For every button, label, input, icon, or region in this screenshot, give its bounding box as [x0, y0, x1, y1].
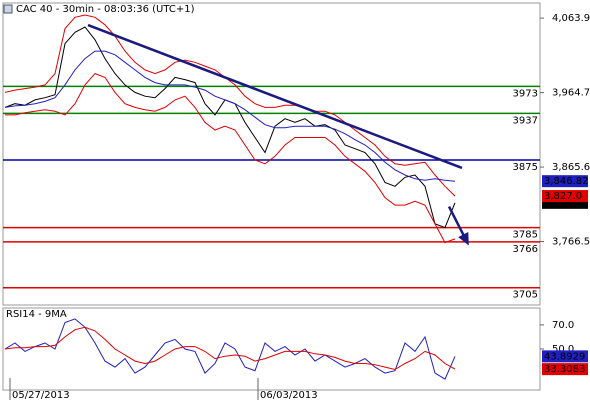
chart-icon: [3, 4, 13, 14]
level-label: 3705: [513, 290, 538, 301]
y-tick-label: 50.0: [552, 344, 574, 355]
last-value-label: 3,818: [544, 198, 573, 209]
series-line: [4, 50, 456, 182]
last-value-box: [542, 350, 588, 363]
last-value-label: 43.8929: [544, 351, 585, 362]
last-value-box: [542, 190, 588, 203]
series-line: [4, 326, 456, 371]
y-tick-label: 3,766.5: [552, 237, 590, 248]
series-line: [4, 14, 456, 197]
x-tick-label: 06/03/2013: [260, 390, 318, 400]
y-tick-label: 4,063.9: [552, 13, 590, 24]
price-panel: [2, 2, 541, 306]
series-line: [5, 73, 456, 244]
y-tick-label: 70.0: [552, 320, 574, 331]
series-line: [4, 318, 456, 380]
last-value-box: [542, 175, 588, 188]
level-label: 3973: [513, 88, 538, 99]
last-value-label: 3,846.82: [544, 176, 589, 187]
level-label: 3785: [513, 230, 538, 241]
level-label: 3875: [513, 162, 538, 173]
level-label: 3766: [513, 244, 538, 255]
trendline: [87, 23, 463, 170]
arrow-head: [458, 231, 469, 246]
y-tick-label: 3,964.7: [552, 88, 590, 99]
last-value-label: 33.3083: [544, 364, 585, 375]
chart-title: CAC 40 - 30min - 08:03:36 (UTC+1): [16, 4, 195, 15]
last-value-box: [542, 363, 588, 376]
y-tick-label: 3,865.6: [552, 162, 590, 173]
level-label: 3937: [513, 115, 538, 126]
rsi-title: RSI14 - 9MA: [6, 309, 67, 320]
last-value-label: 3,827.0: [544, 191, 582, 202]
x-tick-label: 05/27/2013: [12, 390, 70, 400]
